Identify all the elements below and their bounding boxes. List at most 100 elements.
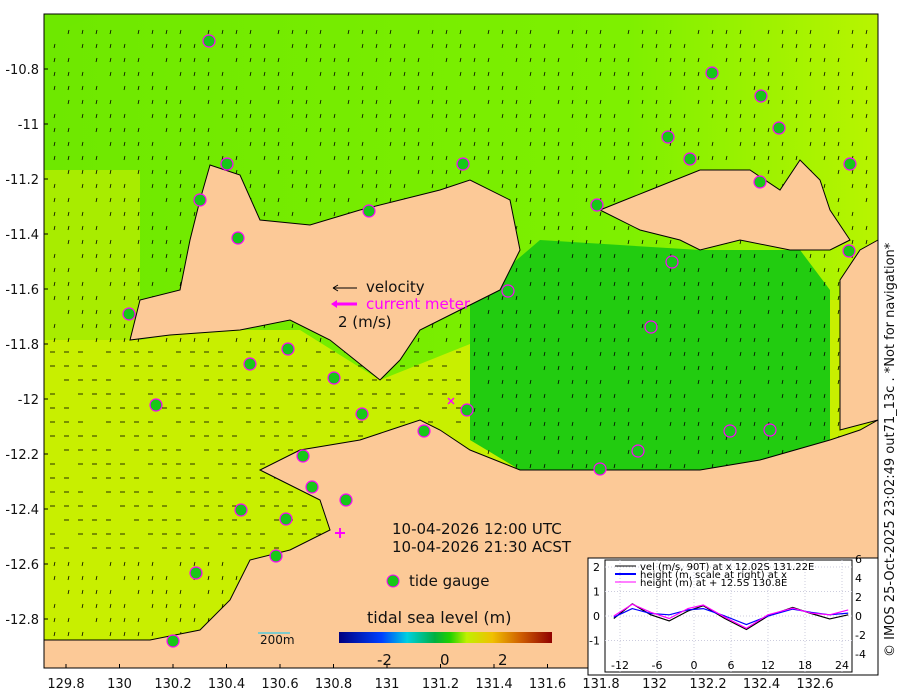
velocity-arrow [137, 29, 140, 35]
velocity-arrow [823, 183, 826, 189]
velocity-arrow [123, 85, 126, 91]
velocity-arrow [95, 337, 98, 343]
velocity-arrow [809, 323, 812, 329]
velocity-arrow [179, 57, 182, 63]
velocity-arrow [711, 309, 714, 315]
velocity-arrow [305, 155, 308, 161]
velocity-arrow [53, 197, 56, 203]
velocity-arrow [529, 141, 532, 147]
velocity-arrow [235, 155, 238, 161]
velocity-arrow [739, 323, 742, 329]
velocity-arrow [165, 589, 168, 595]
velocity-arrow [347, 71, 350, 77]
velocity-arrow [529, 449, 532, 455]
velocity-arrow [473, 113, 476, 119]
velocity-arrow [165, 603, 168, 609]
velocity-arrow [613, 421, 616, 427]
velocity-arrow [529, 281, 532, 287]
velocity-arrow [347, 57, 350, 63]
velocity-arrow [137, 57, 140, 63]
velocity-arrow [767, 351, 770, 357]
velocity-arrow [599, 141, 602, 147]
velocity-arrow [571, 295, 574, 301]
velocity-arrow [697, 29, 700, 35]
velocity-arrow [613, 337, 616, 343]
tide-gauge-marker [234, 503, 248, 517]
x-tick-label: 132 [642, 677, 667, 692]
velocity-arrow [585, 113, 588, 119]
velocity-arrow [319, 57, 322, 63]
velocity-arrow [795, 127, 798, 133]
velocity-arrow [53, 71, 56, 77]
velocity-arrow [599, 351, 602, 357]
velocity-arrow [557, 309, 560, 315]
velocity-arrow [753, 337, 756, 343]
velocity-arrow [823, 57, 826, 63]
velocity-arrow [851, 29, 854, 35]
tide-gauge-marker [355, 407, 369, 421]
velocity-arrow [753, 435, 756, 441]
inset-y-left-tick-label: -1 [589, 635, 600, 648]
velocity-arrow [473, 57, 476, 63]
velocity-arrow [711, 463, 714, 469]
velocity-arrow [67, 309, 70, 315]
velocity-arrow [151, 99, 154, 105]
velocity-arrow [333, 127, 336, 133]
velocity-arrow [179, 29, 182, 35]
velocity-arrow [613, 225, 616, 231]
velocity-arrow [459, 127, 462, 133]
velocity-arrow [557, 379, 560, 385]
tide-gauge-marker [296, 449, 310, 463]
velocity-arrow [851, 113, 854, 119]
velocity-arrow [361, 85, 364, 91]
velocity-arrow [711, 421, 714, 427]
velocity-arrow [333, 57, 336, 63]
velocity-arrow [627, 449, 630, 455]
velocity-arrow [739, 71, 742, 77]
velocity-arrow [641, 85, 644, 91]
velocity-arrow [501, 351, 504, 357]
velocity-arrow [417, 29, 420, 35]
velocity-arrow [851, 43, 854, 49]
velocity-arrow [557, 295, 560, 301]
velocity-arrow [291, 43, 294, 49]
tide-gauge-marker [665, 255, 679, 269]
velocity-arrow [543, 127, 546, 133]
velocity-arrow [767, 85, 770, 91]
velocity-arrow [207, 85, 210, 91]
velocity-arrow [501, 71, 504, 77]
velocity-arrow [585, 43, 588, 49]
velocity-arrow [571, 365, 574, 371]
velocity-arrow [557, 155, 560, 161]
velocity-arrow [319, 211, 322, 217]
velocity-arrow [137, 617, 140, 623]
velocity-arrow [165, 113, 168, 119]
velocity-arrow [529, 43, 532, 49]
velocity-arrow [501, 365, 504, 371]
velocity-arrow [543, 351, 546, 357]
velocity-arrow [151, 561, 154, 567]
velocity-arrow [543, 365, 546, 371]
velocity-arrow [501, 141, 504, 147]
velocity-arrow [739, 99, 742, 105]
velocity-arrow [459, 71, 462, 77]
velocity-arrow [627, 225, 630, 231]
velocity-arrow [655, 113, 658, 119]
velocity-arrow [123, 127, 126, 133]
velocity-arrow [557, 127, 560, 133]
velocity-arrow [123, 253, 126, 259]
velocity-arrow [417, 57, 420, 63]
velocity-arrow [137, 225, 140, 231]
velocity-arrow [487, 29, 490, 35]
velocity-arrow [165, 43, 168, 49]
velocity-arrow [753, 57, 756, 63]
x-tick-label: 131.2 [422, 677, 459, 692]
velocity-arrow [137, 85, 140, 91]
colorbar-tick: 2 [498, 651, 508, 669]
velocity-arrow [389, 197, 392, 203]
velocity-arrow [431, 71, 434, 77]
velocity-arrow [53, 211, 56, 217]
velocity-arrow [669, 57, 672, 63]
velocity-arrow [207, 71, 210, 77]
velocity-arrow [795, 113, 798, 119]
